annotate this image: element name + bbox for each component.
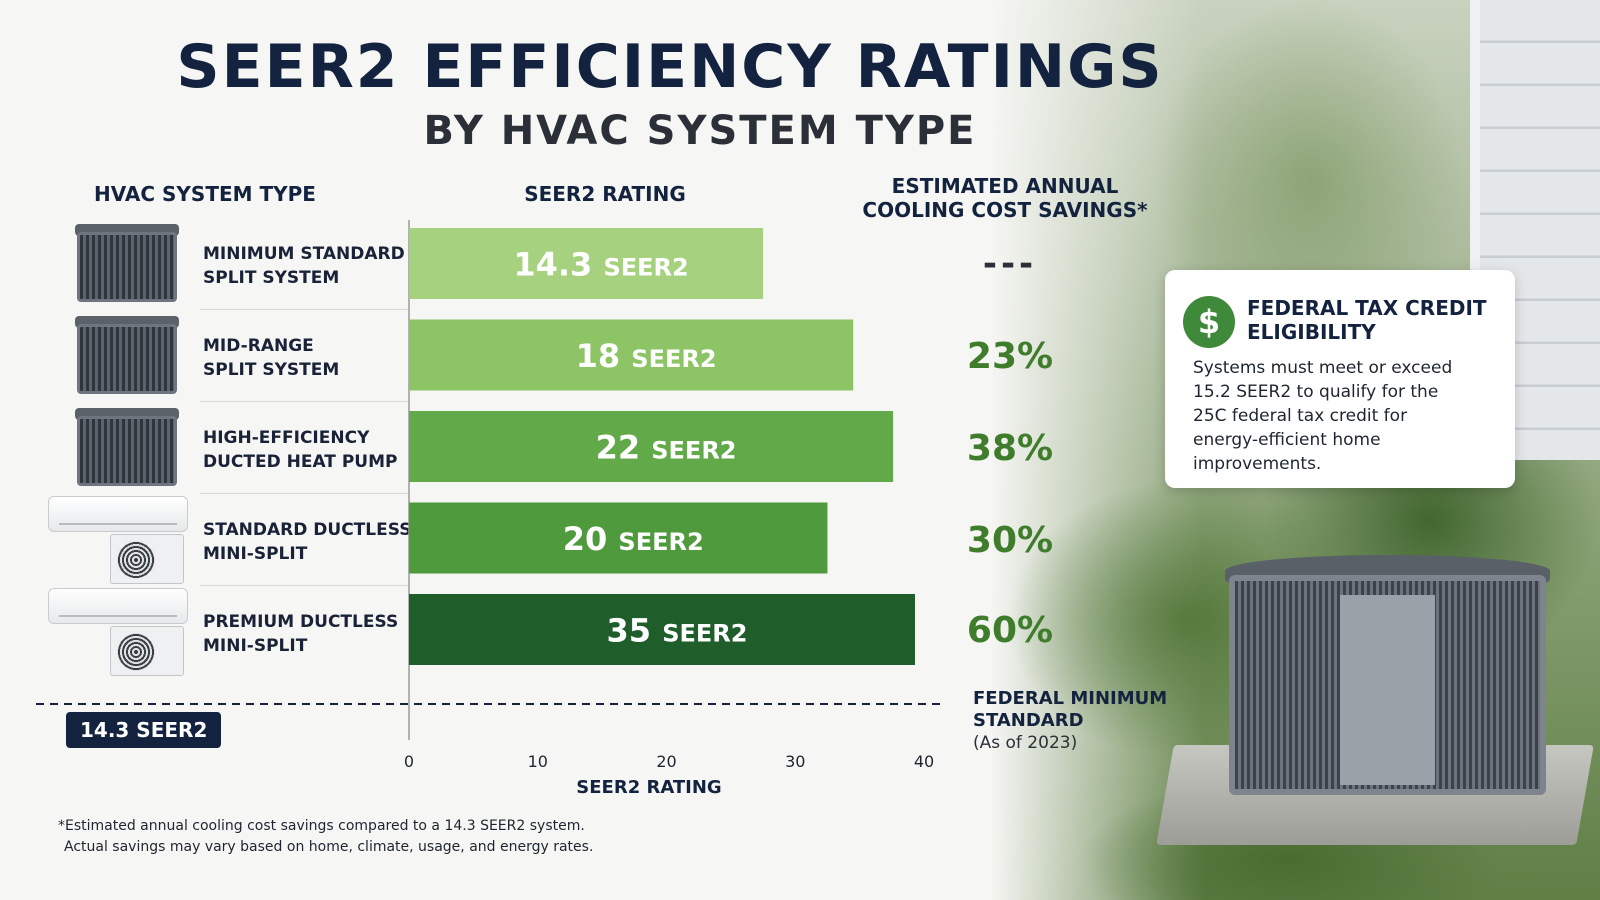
system-label: HIGH-EFFICIENCY DUCTED HEAT PUMP (203, 428, 398, 472)
bar (409, 411, 894, 482)
header-rating: SEER2 RATING (524, 182, 686, 206)
x-axis-label: SEER2 RATING (576, 777, 721, 798)
bar (409, 319, 854, 391)
x-tick-label: 20 (656, 752, 676, 771)
condenser-icon (75, 316, 179, 396)
bar-value-label: 18 SEER2 (576, 337, 717, 375)
system-label: PREMIUM DUCTLESS MINI-SPLIT (203, 612, 399, 656)
dollar-icon: $ (1183, 296, 1235, 348)
bar-value-label: 14.3 SEER2 (513, 246, 688, 284)
savings-value: --- (982, 244, 1038, 284)
savings-value: 23% (966, 336, 1054, 377)
bar-value-label: 20 SEER2 (563, 520, 704, 558)
condenser-icon (75, 408, 179, 488)
ac-unit-body (1229, 575, 1546, 795)
x-tick-label: 40 (914, 752, 934, 771)
mini-split-icon (48, 496, 188, 586)
row-divider (200, 493, 408, 494)
bar (409, 228, 764, 299)
header-savings-line1: ESTIMATED ANNUAL (891, 174, 1119, 198)
chart-subtitle: BY HVAC SYSTEM TYPE (423, 108, 977, 154)
ac-unit-panel (1340, 595, 1435, 785)
system-label: MID-RANGE SPLIT SYSTEM (203, 336, 340, 380)
ac-unit-photo (1225, 555, 1550, 795)
footnote-line2: Actual savings may vary based on home, c… (64, 839, 594, 855)
header-system-type: HVAC SYSTEM TYPE (94, 182, 316, 206)
row-divider (200, 401, 408, 402)
condenser-icon (75, 224, 179, 304)
x-tick-label: 30 (785, 752, 805, 771)
tax-credit-card: $ FEDERAL TAX CREDIT ELIGIBILITY Systems… (1165, 270, 1515, 488)
system-row: STANDARD DUCTLESS MINI-SPLIT (40, 494, 411, 586)
minimum-badge: 14.3 SEER2 (66, 712, 222, 748)
chart-title: SEER2 EFFICIENCY RATINGS (176, 32, 1164, 102)
system-row: MID-RANGE SPLIT SYSTEM (40, 310, 408, 402)
bar (409, 502, 828, 574)
row-divider (200, 309, 408, 310)
savings-value: 30% (966, 520, 1054, 561)
savings-value: 60% (966, 610, 1054, 651)
bar-value-label: 22 SEER2 (596, 429, 737, 467)
system-row: MINIMUM STANDARD SPLIT SYSTEM (40, 218, 408, 310)
row-divider (200, 585, 408, 586)
x-tick-label: 0 (404, 752, 414, 771)
federal-minimum-note: (As of 2023) (973, 733, 1078, 753)
system-label: MINIMUM STANDARD SPLIT SYSTEM (203, 244, 405, 288)
mini-split-icon (48, 588, 188, 678)
header-savings: ESTIMATED ANNUAL COOLING COST SAVINGS* (860, 174, 1150, 222)
savings-value: 38% (966, 428, 1054, 469)
bar-value-label: 35 SEER2 (607, 612, 748, 650)
footnote-line1: *Estimated annual cooling cost savings c… (58, 818, 585, 834)
tax-credit-text: Systems must meet or exceed 15.2 SEER2 t… (1193, 358, 1453, 474)
bar-chart: 14.3 SEER2 18 SEER2 22 SEER2 20 SEER2 35 SEE… (36, 220, 940, 798)
system-row: HIGH-EFFICIENCY DUCTED HEAT PUMP (40, 402, 408, 494)
system-row: PREMIUM DUCTLESS MINI-SPLIT (40, 586, 408, 678)
x-tick-label: 10 (528, 752, 548, 771)
footnote: *Estimated annual cooling cost savings c… (58, 816, 958, 858)
tax-credit-title: FEDERAL TAX CREDIT ELIGIBILITY (1247, 296, 1487, 344)
bar (409, 594, 915, 665)
header-savings-line2: COOLING COST SAVINGS* (862, 198, 1148, 222)
system-label: STANDARD DUCTLESS MINI-SPLIT (203, 520, 412, 564)
federal-minimum-label: FEDERAL MINIMUM STANDARD (As of 2023) (973, 688, 1173, 754)
